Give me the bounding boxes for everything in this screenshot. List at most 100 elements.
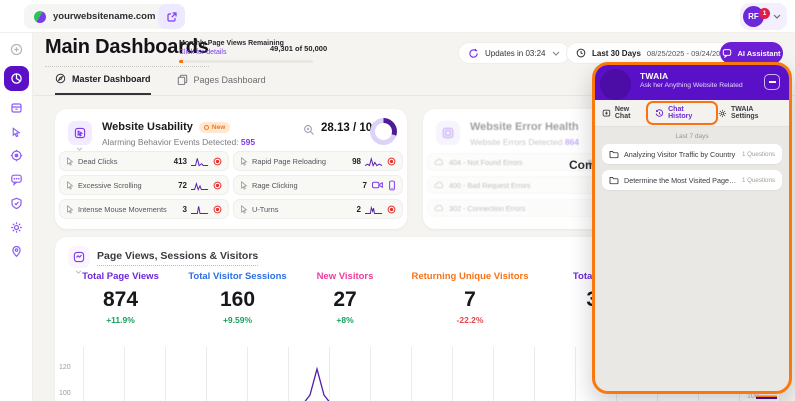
assistant-title: TWAIA (640, 71, 669, 81)
range-label: Last 30 Days (592, 48, 641, 58)
refresh-icon (469, 48, 478, 58)
quota-progress-fill (179, 60, 183, 63)
top-bar: yourwebsitename.com RF 1 (0, 0, 795, 33)
sidebar-item-dashboard[interactable] (3, 66, 29, 91)
folder-icon (609, 176, 619, 184)
stat-total-visitor-sessions: Total Visitor Sessions 160 +9.59% (188, 271, 287, 325)
quota-progress-bar (179, 60, 313, 63)
gear-icon (718, 109, 727, 117)
user-menu[interactable]: RF 1 (740, 3, 787, 30)
usability-title: Website Usability (102, 121, 193, 133)
new-chat-icon (602, 109, 611, 117)
errors-subtitle: Website Errors Detected (470, 137, 563, 147)
pie-chart-icon (10, 73, 22, 84)
alert-target-icon[interactable] (213, 157, 222, 166)
usability-row[interactable]: Intense Mouse Movements 3 (59, 199, 229, 219)
usability-icon-tile (68, 121, 92, 145)
updates-dropdown[interactable]: Updates in 03:24 (458, 42, 570, 64)
history-item[interactable]: Determine the Most Visited Page on My We… (602, 170, 782, 190)
quota-label: Monthly Page Views Remaining (179, 40, 284, 47)
sidebar-item-goals[interactable] (9, 148, 24, 163)
assistant-avatar (600, 69, 631, 100)
quota-details-link[interactable]: Click for details (179, 49, 227, 56)
alert-target-icon[interactable] (387, 157, 396, 166)
sidebar-item-settings[interactable] (9, 220, 24, 235)
usability-events-count: 595 (240, 137, 256, 147)
tab-pages-dashboard[interactable]: Pages Dashboard (177, 73, 266, 95)
sidebar (0, 33, 33, 401)
stat-total-page-views: Total Page Views 874 +11.9% (82, 271, 159, 325)
usability-row[interactable]: Rage Clicking 7 (233, 175, 403, 195)
trend-icon (73, 251, 85, 263)
tab-chat-history[interactable]: Chat History (646, 101, 719, 125)
sidebar-item-location[interactable] (9, 244, 24, 259)
tab-twaia-settings[interactable]: TWAIA Settings (718, 106, 782, 120)
sparkline (365, 156, 383, 167)
cursor-icon (67, 156, 74, 166)
usability-subtitle: Alarming Behavior Events Detected: (102, 137, 239, 147)
compass-icon (55, 73, 66, 84)
site-name: yourwebsitename.com (53, 11, 156, 22)
updates-label: Updates in 03:24 (485, 48, 546, 58)
chevron-down-icon (75, 270, 82, 274)
errors-title: Website Error Health (470, 121, 579, 133)
sparkline (191, 157, 209, 166)
cursor-icon (67, 204, 74, 214)
y-axis-tick: 120 (59, 364, 71, 371)
ai-assistant-panel: TWAIA Ask her Anything Website Related N… (592, 62, 792, 394)
sidebar-item-feedback[interactable] (9, 172, 24, 187)
alert-target-icon[interactable] (213, 181, 222, 190)
avatar: RF (743, 6, 764, 27)
tab-new-chat[interactable]: New Chat (602, 106, 646, 120)
history-item[interactable]: Analyzing Visitor Traffic by Country 1 Q… (602, 144, 782, 164)
sparkline (365, 205, 383, 214)
sidebar-item-archive[interactable] (9, 100, 24, 115)
cursor-icon (241, 204, 248, 214)
ai-assistant-button[interactable]: AI Assistant (720, 42, 783, 64)
stat-new-visitors: New Visitors 27 +8% (316, 271, 374, 325)
assistant-header: TWAIA Ask her Anything Website Related (595, 65, 789, 100)
chevron-down-icon (773, 14, 781, 19)
usability-score-donut (370, 118, 397, 145)
metrics-title: Page Views, Sessions & Visitors (97, 250, 259, 266)
page-title: Main Dashboards (45, 36, 209, 67)
tab-master-dashboard[interactable]: Master Dashboard (55, 73, 151, 95)
error-row: 302 - Connection Errors 8 (427, 199, 607, 217)
website-usability-card: Website Usability New Alarming Behavior … (55, 109, 407, 229)
add-icon[interactable] (9, 42, 24, 57)
cloud-icon (434, 204, 444, 212)
external-link-icon (166, 11, 177, 22)
usability-score: 28.13 / 100 (321, 122, 379, 134)
usability-row[interactable]: Excessive Scrolling 72 (59, 175, 229, 195)
cursor-icon (67, 180, 74, 190)
error-rows: 404 - Not Found Errors 264 400 - Bad Req… (427, 153, 607, 217)
sparkline (191, 181, 209, 191)
notification-badge: 1 (759, 8, 770, 19)
video-icon[interactable] (371, 180, 384, 190)
range-dates: 08/25/2025 - 09/24/2025 (646, 48, 729, 58)
dimmed-content: Website Error Health Website Errors Dete… (423, 109, 775, 229)
chevron-down-icon (552, 51, 559, 56)
zoom-in-icon[interactable] (303, 124, 315, 136)
pages-icon (177, 74, 187, 85)
cursor-icon (241, 156, 248, 166)
quota-block: Monthly Page Views Remaining Click for d… (179, 40, 313, 63)
sidebar-item-privacy[interactable] (9, 196, 24, 211)
usability-row[interactable]: U-Turns 2 (233, 199, 403, 219)
usability-row[interactable]: Rapid Page Reloading 98 (233, 151, 403, 171)
alert-target-icon[interactable] (387, 205, 396, 214)
dot-icon (203, 124, 209, 130)
mobile-icon[interactable] (388, 180, 396, 191)
cloud-icon (434, 158, 444, 166)
alert-target-icon[interactable] (213, 205, 222, 214)
usability-row[interactable]: Dead Clicks 413 (59, 151, 229, 171)
chart-line-fragment (756, 397, 777, 399)
tab-label: Master Dashboard (72, 73, 151, 84)
sidebar-item-behavior[interactable] (9, 124, 24, 139)
website-selector[interactable]: yourwebsitename.com (24, 4, 181, 29)
y-axis-tick: 100 (59, 390, 71, 397)
sparkline (191, 205, 209, 214)
minimize-button[interactable] (764, 74, 780, 90)
history-icon (655, 108, 664, 117)
open-site-button[interactable] (158, 4, 185, 29)
